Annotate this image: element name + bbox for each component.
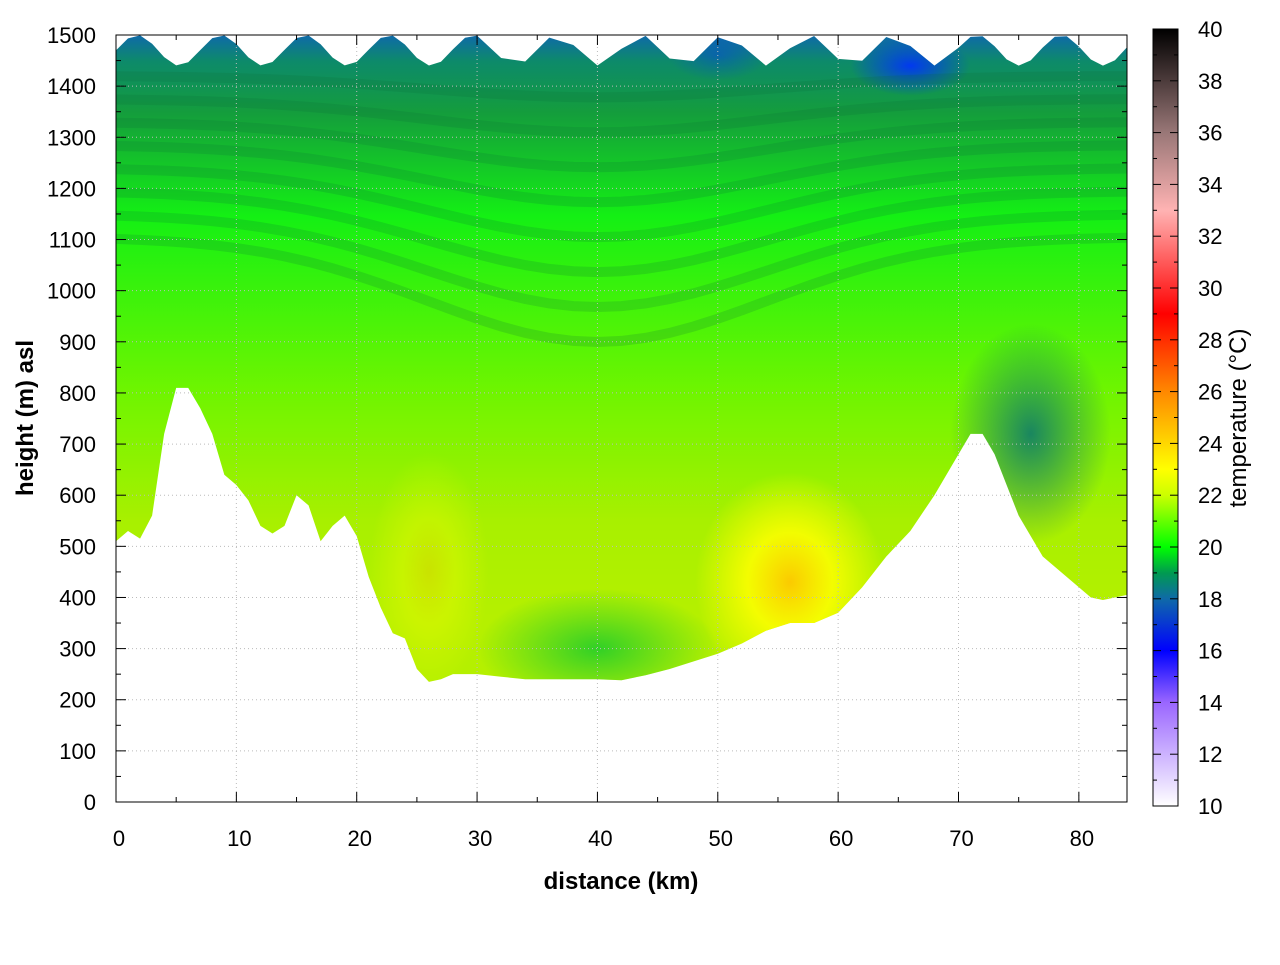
colorbar-tick-label: 38: [1198, 69, 1222, 94]
y-axis-title: height (m) asl: [12, 340, 39, 496]
colorbar-tick-label: 32: [1198, 224, 1222, 249]
contour-band: [116, 94, 1127, 138]
contour-band: [116, 71, 1127, 103]
contour-band: [116, 140, 1127, 208]
y-tick-label: 600: [59, 483, 96, 508]
warm-region: [695, 472, 885, 682]
colorbar-tick-label: 34: [1198, 172, 1222, 197]
x-tick-label: 30: [468, 826, 492, 851]
y-tick-label: 1200: [47, 176, 96, 201]
y-tick-label: 1300: [47, 125, 96, 150]
colorbar-tick-label: 30: [1198, 276, 1222, 301]
colorbar-title: temperature (°C): [1225, 329, 1252, 508]
y-tick-label: 500: [59, 534, 96, 559]
y-tick-label: 1000: [47, 279, 96, 304]
y-tick-label: 400: [59, 585, 96, 610]
y-tick-label: 1400: [47, 74, 96, 99]
colorbar-tick-labels: 10 12 14 16 18 20 22 24 26 28 30 32 34 36 38 40: [1198, 17, 1222, 819]
colorbar-tick-label: 28: [1198, 328, 1222, 353]
colorbar-tick-label: 22: [1198, 483, 1222, 508]
y-tick-label: 200: [59, 688, 96, 713]
colorbar-tick-label: 26: [1198, 380, 1222, 405]
x-tick-label: 70: [949, 826, 973, 851]
warm-region: [368, 451, 489, 682]
y-tick-label: 900: [59, 330, 96, 355]
colorbar-tick-label: 12: [1198, 742, 1222, 767]
x-tick-label: 40: [588, 826, 612, 851]
x-tick-labels: 0 10 20 30 40 50 60 70 80: [113, 826, 1094, 851]
field-area: [116, 35, 1127, 682]
colorbar-tick-label: 18: [1198, 587, 1222, 612]
colorbar-tick-label: 24: [1198, 431, 1222, 456]
x-tick-label: 20: [347, 826, 371, 851]
colorbar-tick-label: 20: [1198, 535, 1222, 560]
y-tick-label: 1500: [47, 23, 96, 48]
y-tick-label: 1100: [49, 228, 96, 253]
colorbar-tick-label: 14: [1198, 690, 1222, 715]
grid-lines: [116, 35, 1127, 802]
contour-band: [116, 117, 1127, 173]
axis-ticks: [115, 34, 1127, 803]
y-tick-label: 800: [59, 381, 96, 406]
colorbar-tick-label: 16: [1198, 639, 1222, 664]
y-tick-labels: 0 100 200 300 400 500 600 700 800 900 1000 1100 1200…: [47, 23, 96, 815]
colorbar-tick-label: 40: [1198, 17, 1222, 42]
x-tick-label: 80: [1070, 826, 1094, 851]
contour-band: [116, 232, 1127, 347]
colorbar-tick-label: 10: [1198, 794, 1222, 819]
x-axis-title: distance (km): [544, 868, 699, 895]
y-tick-label: 100: [59, 739, 96, 764]
cool-region: [477, 588, 718, 682]
x-tick-label: 60: [829, 826, 853, 851]
x-tick-label: 10: [227, 826, 251, 851]
y-tick-label: 700: [59, 432, 96, 457]
colorbar-ticks: [1153, 28, 1178, 807]
x-tick-label: 0: [113, 826, 125, 851]
cool-region: [950, 323, 1111, 544]
y-tick-label: 0: [84, 790, 96, 815]
x-tick-label: 50: [709, 826, 733, 851]
temperature-field: [116, 35, 1127, 682]
y-tick-label: 300: [59, 637, 96, 662]
colorbar: [1152, 28, 1179, 807]
colorbar-tick-label: 36: [1198, 121, 1222, 146]
